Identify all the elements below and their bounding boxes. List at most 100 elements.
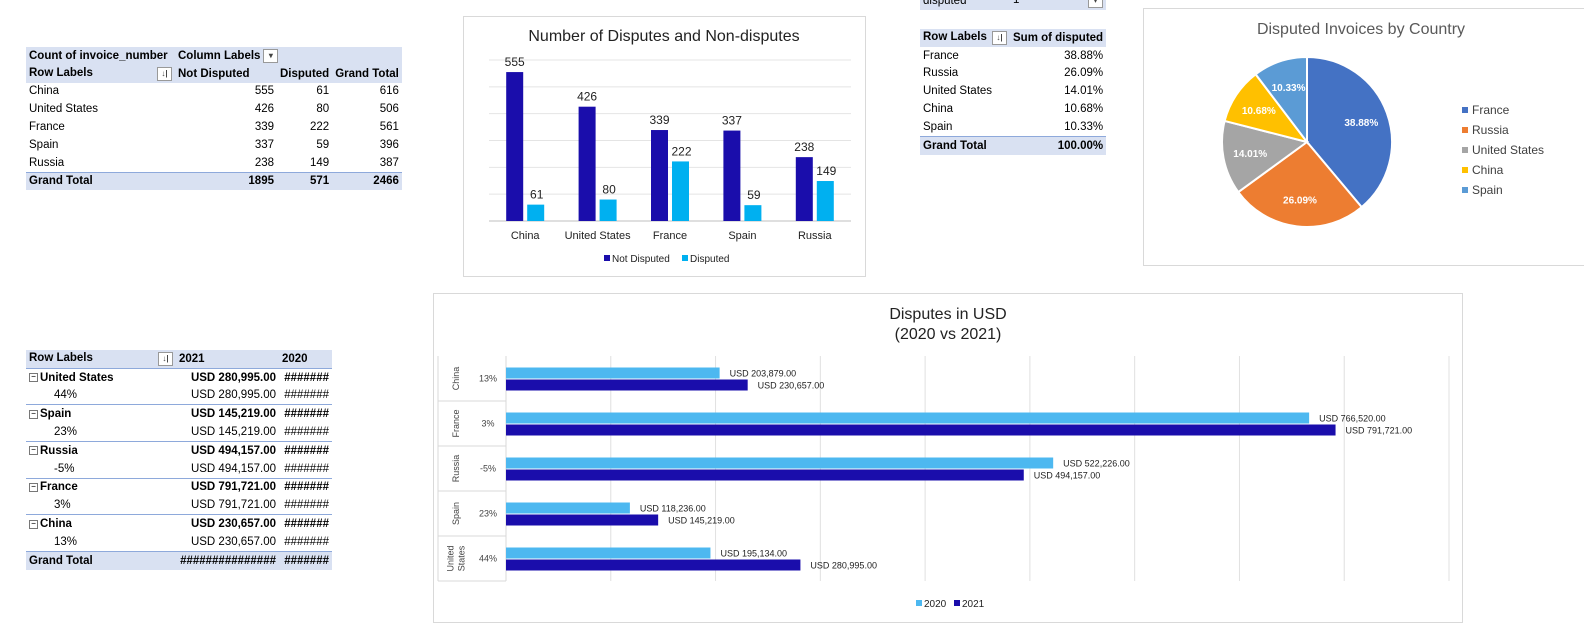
group-row: − United States USD 280,995.00 ####### [26, 367, 332, 387]
cell-value: 10.33% [1064, 120, 1104, 133]
bar-not-disputed[interactable] [723, 130, 741, 221]
collapse-toggle-icon[interactable]: − [29, 482, 38, 492]
grand-total-row: Grand Total 100.00% [920, 135, 1107, 155]
collapse-toggle-icon[interactable]: − [29, 519, 38, 529]
category-label: China [451, 367, 461, 391]
grand-total-row: Grand Total 1895 571 2466 [26, 171, 402, 191]
col-header: Not Disputed [175, 64, 277, 83]
legend-label: Not Disputed [612, 254, 670, 265]
slice-label: 26.09% [1283, 195, 1317, 206]
bar-2021[interactable] [506, 379, 748, 391]
pivot-subheader-row: Row Labels ↓| Not Disputed Disputed Grand… [26, 64, 402, 83]
x-tick-label: United States [565, 230, 632, 242]
bar-2020[interactable] [506, 547, 711, 559]
bar-chart-svg: Number of Disputes and Non-disputes 555 6… [489, 28, 851, 265]
bar-2021[interactable] [506, 424, 1336, 436]
bar-disputed[interactable] [672, 161, 689, 221]
sub-label: 44% [54, 389, 78, 402]
row-sort-filter-button[interactable]: ↓| [158, 351, 173, 366]
bar-2020[interactable] [506, 367, 720, 379]
data-label: 149 [816, 164, 836, 178]
data-label: 59 [747, 188, 761, 202]
hbar-chart-svg: Disputes in USD (2020 vs 2021) China 13% U… [437, 306, 1450, 610]
bar-disputed[interactable] [527, 204, 545, 221]
cell-value: 616 [379, 85, 399, 98]
collapse-toggle-icon[interactable]: − [29, 409, 38, 419]
filter-dropdown-button[interactable]: ▾ [1088, 0, 1103, 8]
bar-2021[interactable] [506, 514, 659, 526]
cell-value: ####### [284, 371, 329, 384]
pie-slice-united-states[interactable] [1221, 119, 1310, 194]
chart-title: Number of Disputes and Non-disputes [528, 28, 799, 45]
cell-value: 222 [310, 121, 330, 134]
bar-2021[interactable] [506, 469, 1024, 481]
col-2021-header: 2021 [176, 350, 279, 369]
bar-disputed[interactable] [599, 199, 617, 221]
cell-value: 396 [379, 138, 399, 151]
cell-value: 387 [379, 156, 399, 169]
sub-row: 13% USD 230,657.00 ####### [26, 533, 332, 551]
table-row: France 339 222 561 [26, 118, 402, 136]
disputes-bar-chart[interactable]: Number of Disputes and Non-disputes 555 6… [463, 16, 866, 277]
data-label: USD 203,879.00 [730, 369, 797, 379]
bar-2021[interactable] [506, 559, 801, 571]
row-sort-filter-button[interactable]: ↓| [992, 30, 1007, 45]
legend-label: United States [1472, 143, 1544, 157]
sub-label: 3% [54, 499, 71, 512]
pie-slice-russia[interactable] [1236, 140, 1364, 228]
row-label: China [29, 85, 60, 98]
group-row: − Russia USD 494,157.00 ####### [26, 440, 332, 460]
pie-chart-svg: Disputed Invoices by Country 38.88% 26.09… [1221, 21, 1544, 228]
row-sort-filter-button[interactable]: ↓| [157, 66, 172, 81]
cell-value: USD 280,995.00 [190, 389, 276, 402]
bar-disputed[interactable] [744, 205, 762, 221]
bar-2020[interactable] [506, 457, 1054, 469]
cell-value: 26.09% [1064, 67, 1104, 80]
disputed-pie-chart[interactable]: Disputed Invoices by Country 38.88% 26.09… [1143, 8, 1584, 266]
bar-not-disputed[interactable] [795, 157, 813, 221]
cell-value: 14.01% [1064, 85, 1104, 98]
disputes-usd-chart[interactable]: Disputes in USD (2020 vs 2021) China 13% U… [433, 293, 1463, 623]
category-label: Spain [451, 502, 461, 525]
table-row: Spain 10.33% [920, 118, 1106, 136]
bar-not-disputed[interactable] [578, 106, 596, 221]
row-label: China [923, 103, 954, 116]
data-label: 222 [671, 144, 691, 158]
legend-swatch [1462, 127, 1468, 133]
bar-2020[interactable] [506, 412, 1310, 424]
group-label: China [40, 518, 72, 531]
bar-not-disputed[interactable] [506, 72, 524, 221]
col-2020-header: 2020 [279, 350, 332, 369]
column-filter-button[interactable]: ▾ [263, 48, 279, 63]
cell-value: 238 [254, 156, 274, 169]
bar-disputed[interactable] [816, 181, 834, 221]
legend-label: 2020 [924, 599, 947, 610]
x-tick-label: China [511, 230, 541, 242]
cell-value: ####### [284, 518, 329, 531]
collapse-toggle-icon[interactable]: − [29, 373, 38, 383]
legend-swatch [916, 600, 922, 606]
pivot-corner: Count of invoice_number [26, 47, 175, 65]
legend-label: Russia [1472, 123, 1509, 137]
collapse-toggle-icon[interactable]: − [29, 446, 38, 456]
cell-value: 555 [254, 85, 274, 98]
table-row: Russia 238 149 387 [26, 154, 402, 172]
subcategory-label: 44% [479, 554, 497, 564]
cell-value: 426 [254, 103, 274, 116]
sub-label: 13% [54, 535, 78, 548]
subcategory-label: 3% [481, 419, 494, 429]
pie-slice-spain[interactable] [1254, 55, 1308, 145]
legend-swatch [1462, 187, 1468, 193]
cell-value: ####### [284, 408, 329, 421]
table-row: United States 426 80 506 [26, 100, 402, 118]
data-label: USD 230,657.00 [758, 381, 825, 391]
category-label: Russia [451, 455, 461, 483]
cell-value: 38.88% [1064, 49, 1104, 62]
row-label: Spain [29, 138, 59, 151]
grand-total-row: Grand Total ############### ####### [26, 550, 332, 570]
bar-not-disputed[interactable] [651, 130, 668, 221]
cell-value: USD 230,657.00 [190, 535, 276, 548]
bar-2020[interactable] [506, 502, 630, 514]
pie-slice-france[interactable] [1306, 55, 1393, 209]
row-label: France [923, 49, 959, 62]
